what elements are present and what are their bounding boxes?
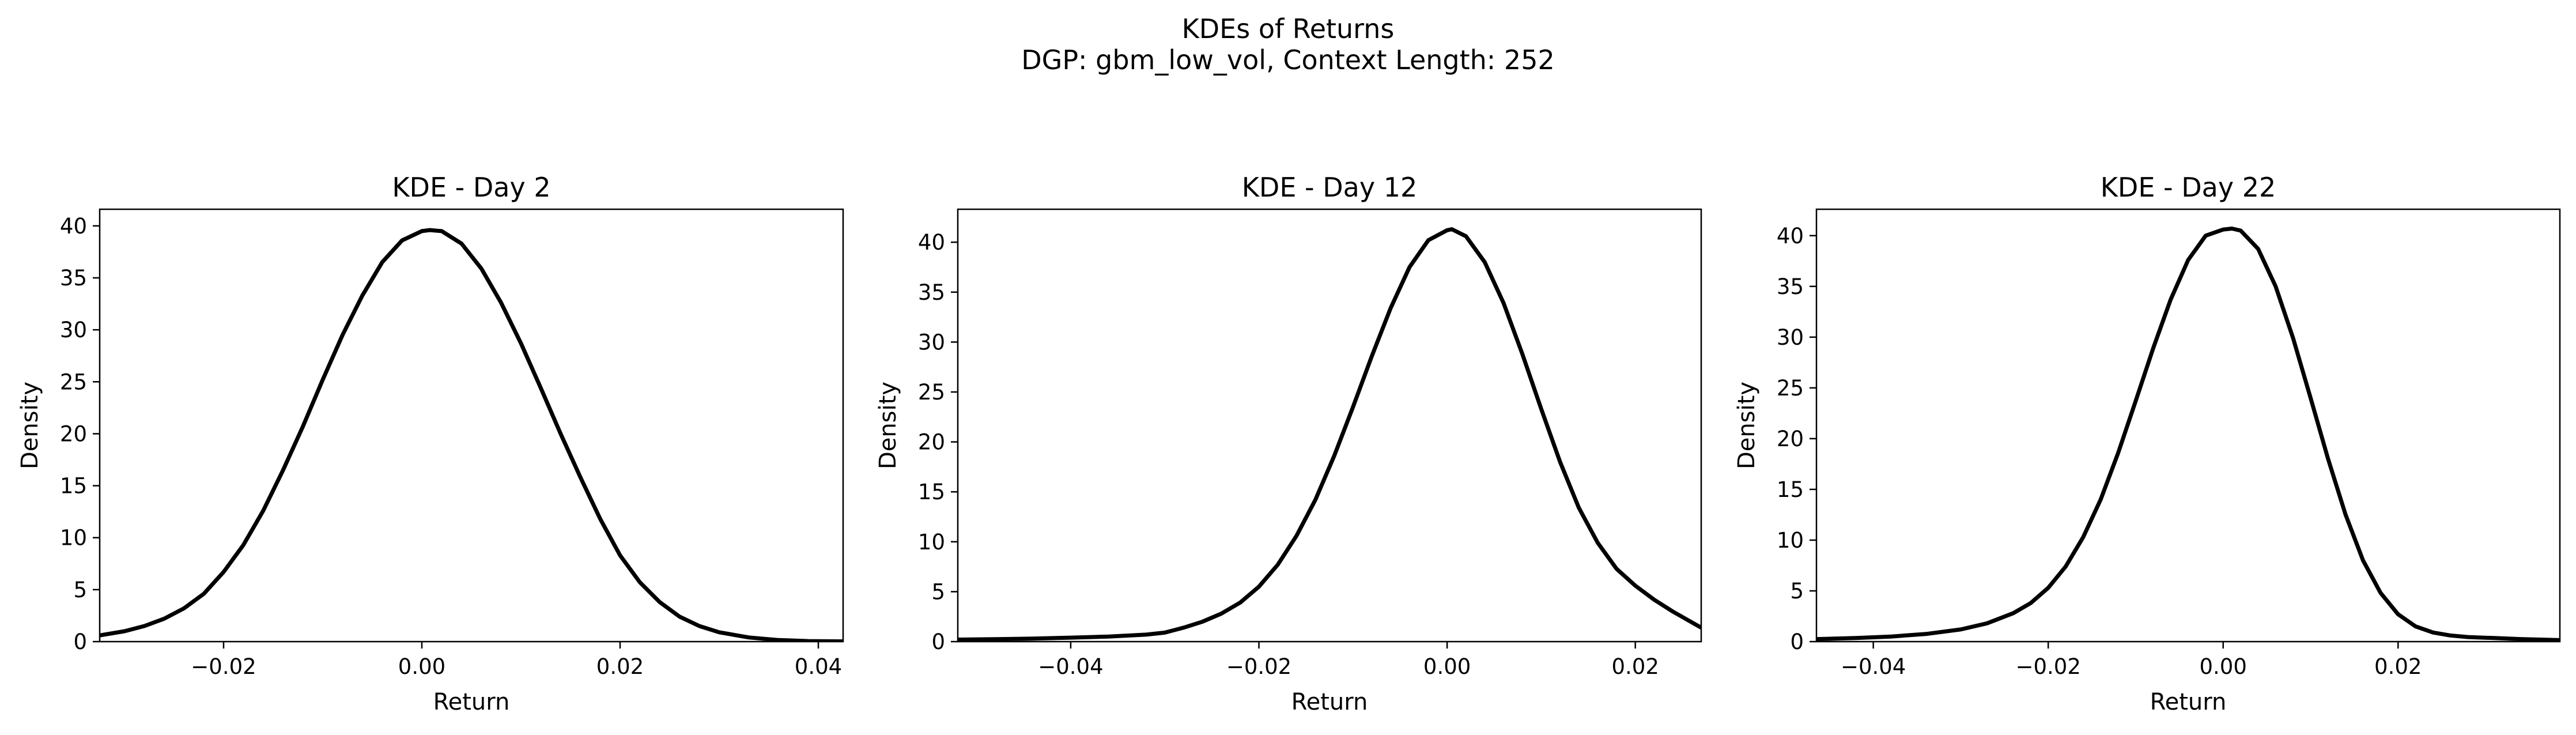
- subplot-title: KDE - Day 12: [1242, 172, 1417, 203]
- x-axis-label: Return: [1291, 689, 1368, 715]
- figure-title: KDEs of Returns: [1181, 13, 1395, 44]
- axes-frame: [99, 208, 844, 643]
- y-tick-label: 25: [918, 380, 945, 405]
- y-axis-label: Density: [1733, 382, 1760, 469]
- y-tick-label: 20: [918, 430, 945, 455]
- x-tick-label: 0.02: [2374, 654, 2422, 679]
- y-tick-label: 40: [1777, 224, 1804, 248]
- x-tick-label: 0.00: [398, 654, 445, 679]
- y-tick-label: 35: [918, 280, 945, 305]
- x-tick-label: −0.02: [191, 654, 256, 679]
- x-tick-label: −0.02: [2015, 654, 2080, 679]
- y-tick-label: 10: [918, 530, 945, 555]
- x-tick-label: −0.04: [1841, 654, 1906, 679]
- x-axis-label: Return: [433, 689, 510, 715]
- x-tick-label: 0.02: [1612, 654, 1659, 679]
- y-tick-label: 30: [1777, 325, 1804, 350]
- figure-subtitle: DGP: gbm_low_vol, Context Length: 252: [1021, 44, 1555, 76]
- x-tick-label: 0.02: [596, 654, 644, 679]
- y-tick-label: 5: [73, 578, 87, 602]
- y-tick-label: 25: [1777, 376, 1804, 401]
- x-axis-label: Return: [2150, 689, 2227, 715]
- subplot-title: KDE - Day 22: [2101, 172, 2276, 203]
- y-tick-label: 0: [73, 630, 87, 654]
- y-tick-label: 5: [931, 579, 945, 604]
- axes-frame: [957, 208, 1702, 643]
- kde-series-line: [1816, 227, 2560, 642]
- y-tick-label: 20: [1777, 427, 1804, 451]
- y-axis-label: Density: [875, 382, 901, 469]
- y-tick-label: 10: [1777, 528, 1804, 553]
- kde-series-line: [958, 227, 1701, 642]
- x-tick-label: −0.02: [1226, 654, 1291, 679]
- y-tick-label: 5: [1790, 579, 1804, 604]
- axes-frame: [1815, 208, 2561, 643]
- y-tick-label: 40: [918, 230, 945, 255]
- y-tick-label: 20: [60, 421, 87, 446]
- y-tick-label: 0: [931, 630, 945, 654]
- y-tick-label: 25: [60, 370, 87, 394]
- y-tick-label: 35: [60, 266, 87, 291]
- x-tick-label: 0.00: [1423, 654, 1471, 679]
- y-tick-label: 35: [1777, 274, 1804, 299]
- y-tick-label: 0: [1790, 630, 1804, 654]
- y-axis-label: Density: [17, 382, 43, 469]
- y-tick-label: 40: [60, 214, 87, 239]
- subplot-title: KDE - Day 2: [392, 172, 550, 203]
- y-tick-label: 10: [60, 526, 87, 551]
- x-tick-label: −0.04: [1038, 654, 1103, 679]
- x-tick-label: 0.04: [795, 654, 842, 679]
- y-tick-label: 30: [60, 318, 87, 342]
- kde-series-line: [100, 228, 843, 642]
- y-tick-label: 30: [918, 330, 945, 355]
- x-tick-label: 0.00: [2200, 654, 2247, 679]
- y-tick-label: 15: [1777, 477, 1804, 502]
- y-tick-label: 15: [60, 474, 87, 499]
- y-tick-label: 15: [918, 480, 945, 504]
